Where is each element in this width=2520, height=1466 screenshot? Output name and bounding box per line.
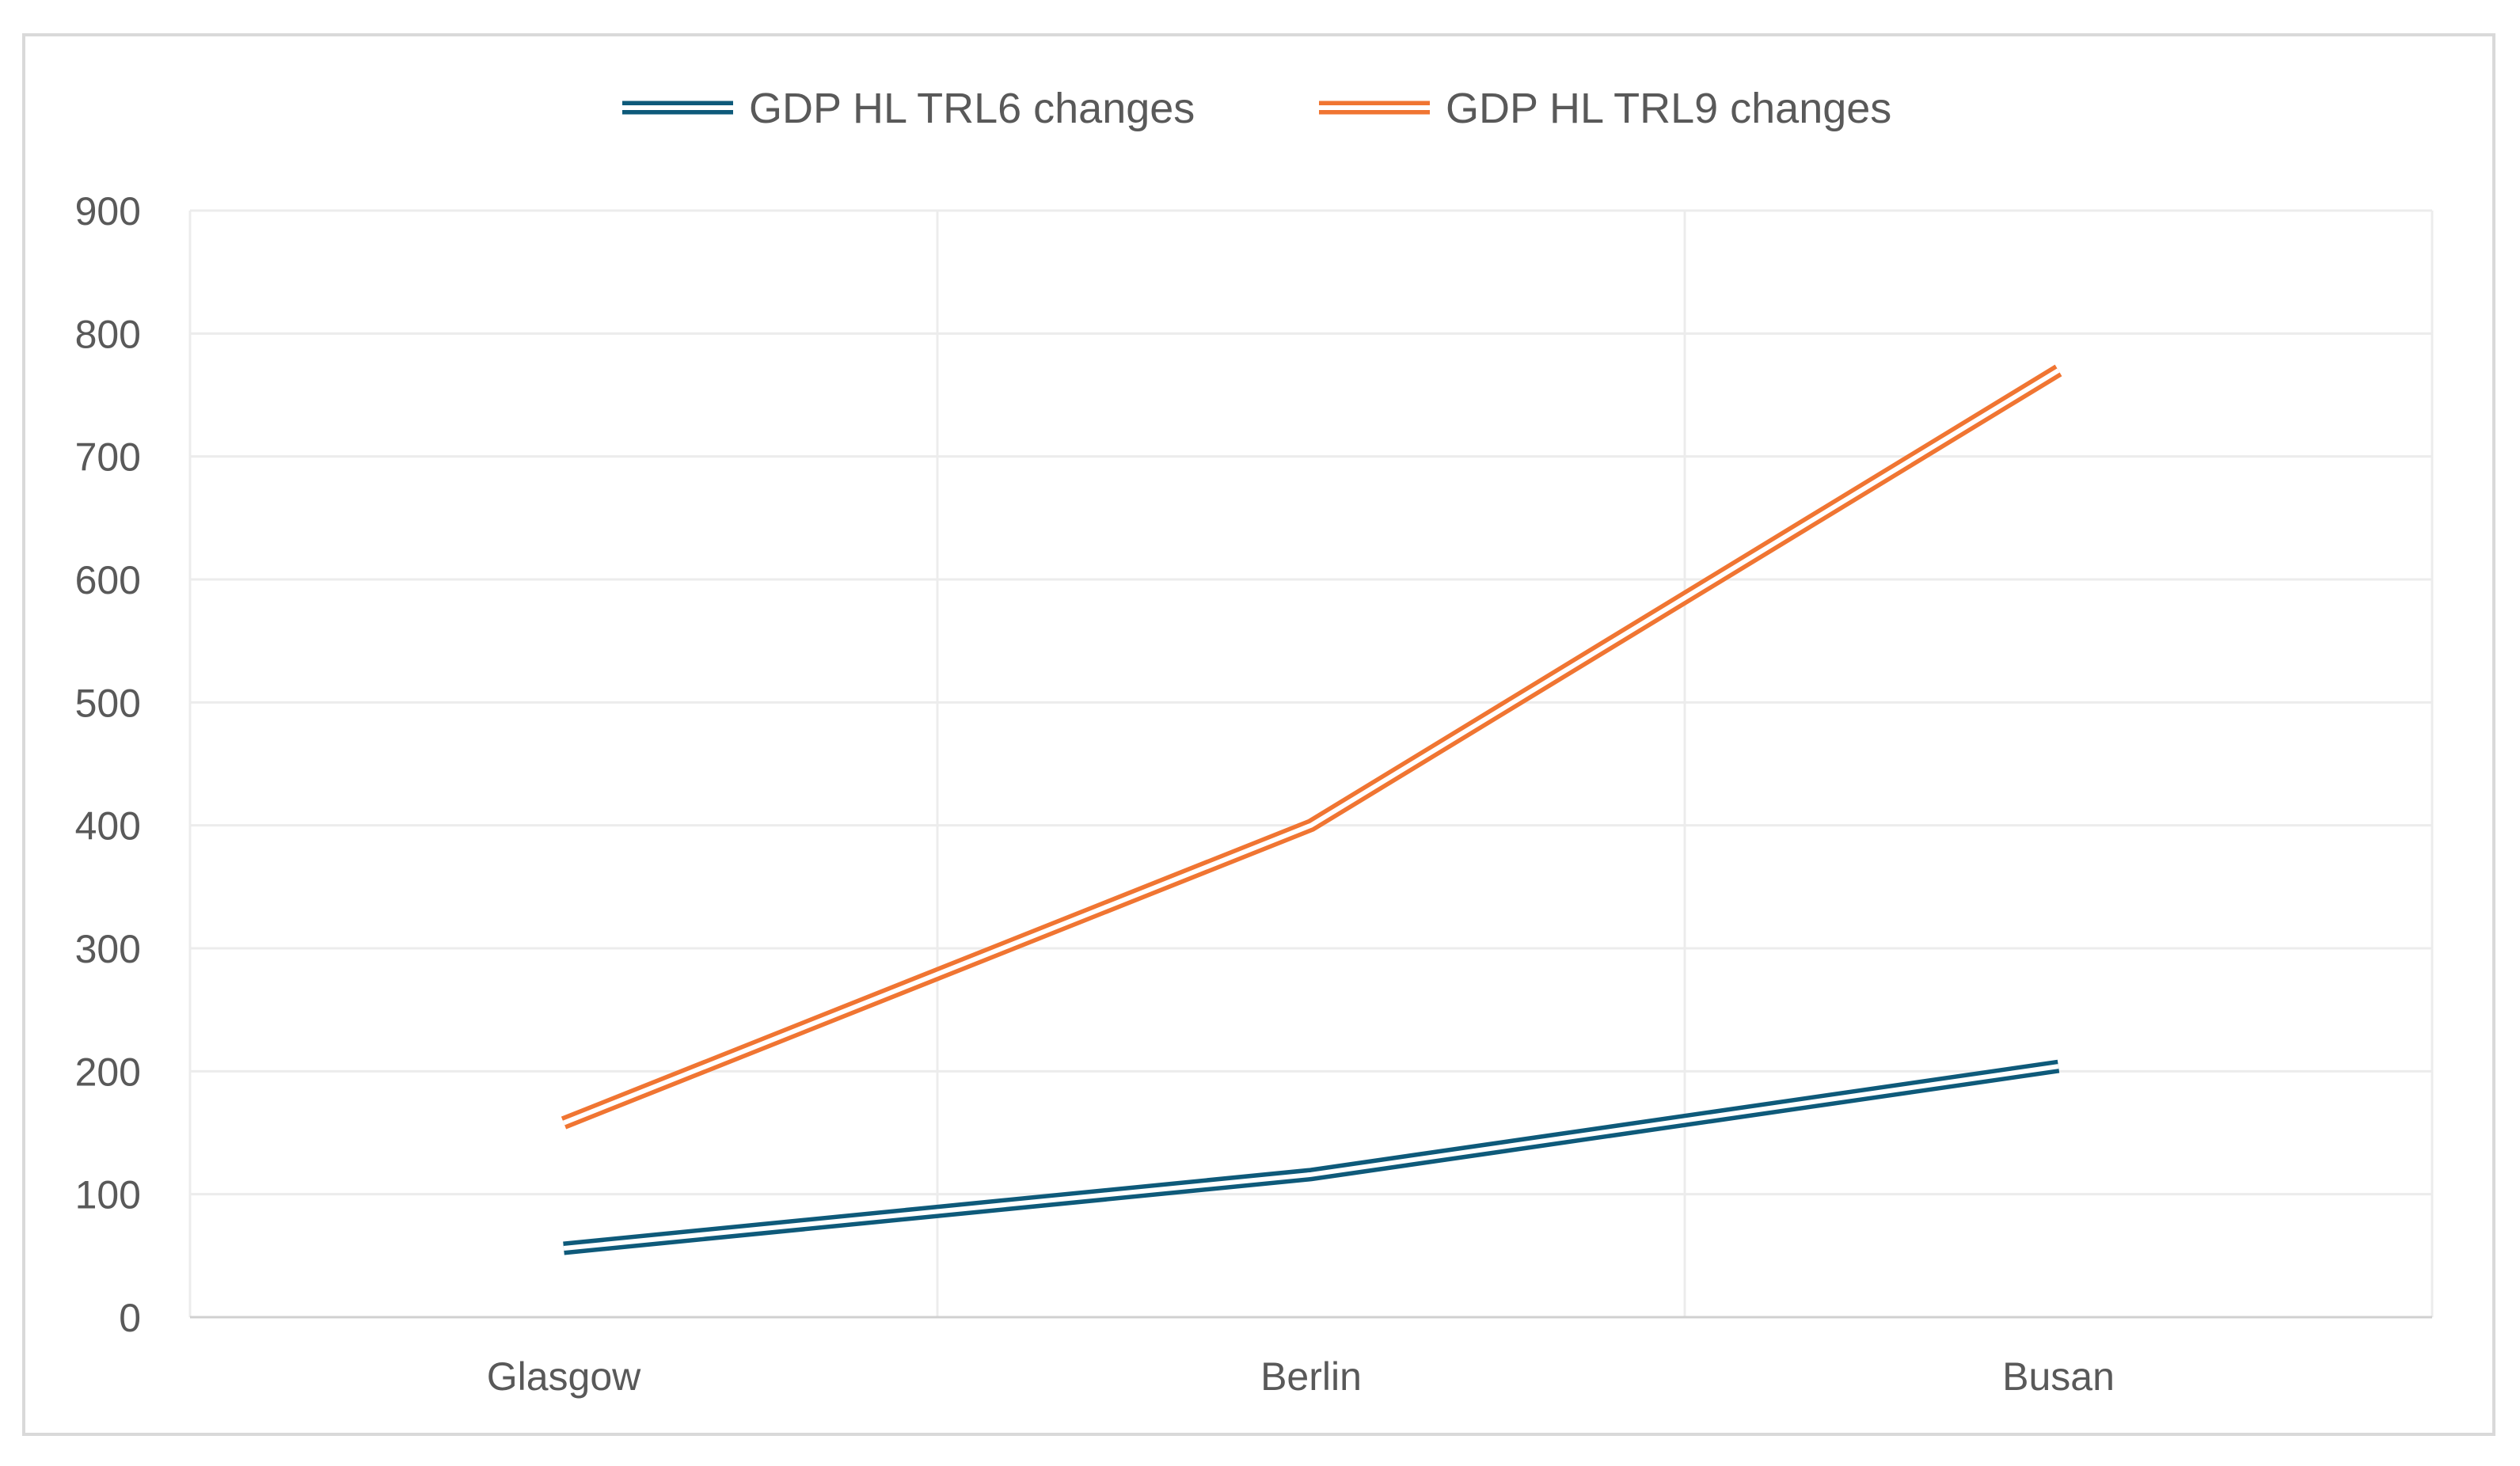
y-tick-label: 700: [75, 435, 141, 480]
y-tick-label: 0: [119, 1296, 141, 1340]
series-line-1: [563, 1059, 2060, 1255]
y-tick-label: 300: [75, 927, 141, 971]
legend: GDP HL TRL6 changes GDP HL TRL9 changes: [622, 85, 1891, 132]
x-tick-label: Berlin: [1260, 1354, 1362, 1399]
x-tick-label: Glasgow: [487, 1354, 641, 1399]
series-lines: [561, 364, 2062, 1255]
y-tick-label: 900: [75, 189, 141, 234]
series-line-2: [561, 364, 2062, 1130]
series-line-1-core: [563, 1064, 2059, 1251]
y-axis-ticks: 0 100 200 300 400 500 600 700 800 900: [75, 189, 141, 1340]
series-line-2-core: [562, 368, 2060, 1126]
x-tick-label: Busan: [2002, 1354, 2115, 1399]
grid-lines: [188, 209, 2434, 1317]
y-tick-label: 600: [75, 558, 141, 602]
y-tick-label: 500: [75, 681, 141, 725]
y-tick-label: 200: [75, 1050, 141, 1094]
chart-frame: [22, 33, 2495, 1436]
legend-label-1: GDP HL TRL6 changes: [749, 85, 1195, 132]
x-axis-ticks: Glasgow Berlin Busan: [487, 1354, 2115, 1399]
legend-label-2: GDP HL TRL9 changes: [1446, 85, 1891, 132]
y-tick-label: 100: [75, 1173, 141, 1217]
y-tick-label: 400: [75, 804, 141, 849]
y-tick-label: 800: [75, 312, 141, 356]
